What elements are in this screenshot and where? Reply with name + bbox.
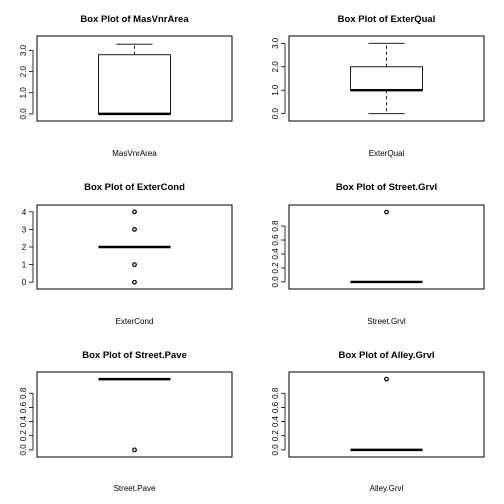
outlier-point [132, 226, 137, 232]
x-axis-label: Alley.Grvl [370, 484, 404, 493]
y-tick-label: 0.8 [271, 220, 280, 232]
panel-3: Box Plot of ExterCond ExterCond 0 1 2 3 4 [22, 182, 233, 326]
y-tick-label: 0.6 [271, 234, 280, 246]
chart-title: Box Plot of MasVnrArea [80, 14, 189, 25]
chart-title: Box Plot of ExterCond [84, 182, 185, 193]
outlier-point [132, 262, 137, 268]
y-tick-label: 0.0 [271, 108, 280, 120]
x-axis-label: MasVnrArea [112, 149, 157, 158]
x-axis-label: Street.Pave [114, 484, 156, 493]
plot-frame [288, 371, 485, 458]
outlier-point [132, 279, 137, 285]
panel-4: Box Plot of Street.Grvl Street.Grvl 0.0 0.2… [271, 182, 485, 326]
y-tick-label: 0.4 [271, 415, 280, 427]
chart-title: Box Plot of Alley.Grvl [338, 350, 434, 361]
y-tick-label: 0.6 [19, 401, 28, 413]
plot-frame [288, 35, 485, 122]
box-body [98, 54, 171, 115]
y-tick-label: 0.6 [271, 401, 280, 413]
x-axis-label: Street.Grvl [367, 317, 405, 326]
panel-1: Box Plot of MasVnrArea MasVnrArea 0.0 1.0 2.… [19, 14, 233, 158]
y-tick-label: 2 [22, 243, 27, 252]
plot-frame [36, 204, 233, 290]
outlier-point [132, 209, 137, 215]
panel-5: Box Plot of Street.Pave Street.Pave 0.0 0.2… [19, 350, 233, 493]
panel-2: Box Plot of ExterQual ExterQual 0.0 1.0 2.0 3… [271, 14, 485, 158]
y-tick-label: 0.0 [271, 444, 280, 456]
outlier-point [132, 447, 137, 453]
y-tick-label: 0.8 [19, 387, 28, 399]
chart-title: Box Plot of Street.Pave [82, 350, 187, 361]
y-tick-label: 1.0 [19, 87, 28, 99]
y-tick-label: 3.0 [19, 44, 28, 56]
y-tick-label: 1 [22, 261, 27, 270]
y-tick-label: 4 [22, 208, 27, 217]
plot-frame [36, 35, 233, 122]
y-tick-label: 0.0 [19, 108, 28, 120]
y-tick-label: 0.4 [19, 415, 28, 427]
chart-title: Box Plot of Street.Grvl [336, 182, 437, 193]
y-tick-label: 0.0 [271, 276, 280, 288]
y-tick-label: 3 [22, 225, 27, 234]
panel-6: Box Plot of Alley.Grvl Alley.Grvl 0.0 0.2 0.… [271, 350, 485, 493]
y-tick-label: 2.0 [19, 66, 28, 78]
y-tick-label: 2.0 [271, 61, 280, 73]
plot-frame [36, 371, 233, 458]
y-tick-label: 0.2 [271, 430, 280, 442]
y-tick-label: 0.2 [271, 262, 280, 274]
outlier-point [384, 209, 389, 215]
x-axis-label: ExterQual [369, 149, 405, 158]
y-tick-label: 0.8 [271, 387, 280, 399]
y-tick-label: 1.0 [271, 84, 280, 96]
outlier-point [384, 376, 389, 382]
y-tick-label: 0.0 [19, 444, 28, 456]
y-tick-label: 0 [22, 278, 27, 287]
x-axis-label: ExterCond [116, 317, 154, 326]
plot-frame [288, 204, 485, 290]
y-tick-label: 0.4 [271, 248, 280, 260]
box-body [350, 66, 423, 91]
y-tick-label: 0.2 [19, 430, 28, 442]
y-tick-label: 3.0 [271, 37, 280, 49]
chart-title: Box Plot of ExterQual [338, 14, 436, 25]
